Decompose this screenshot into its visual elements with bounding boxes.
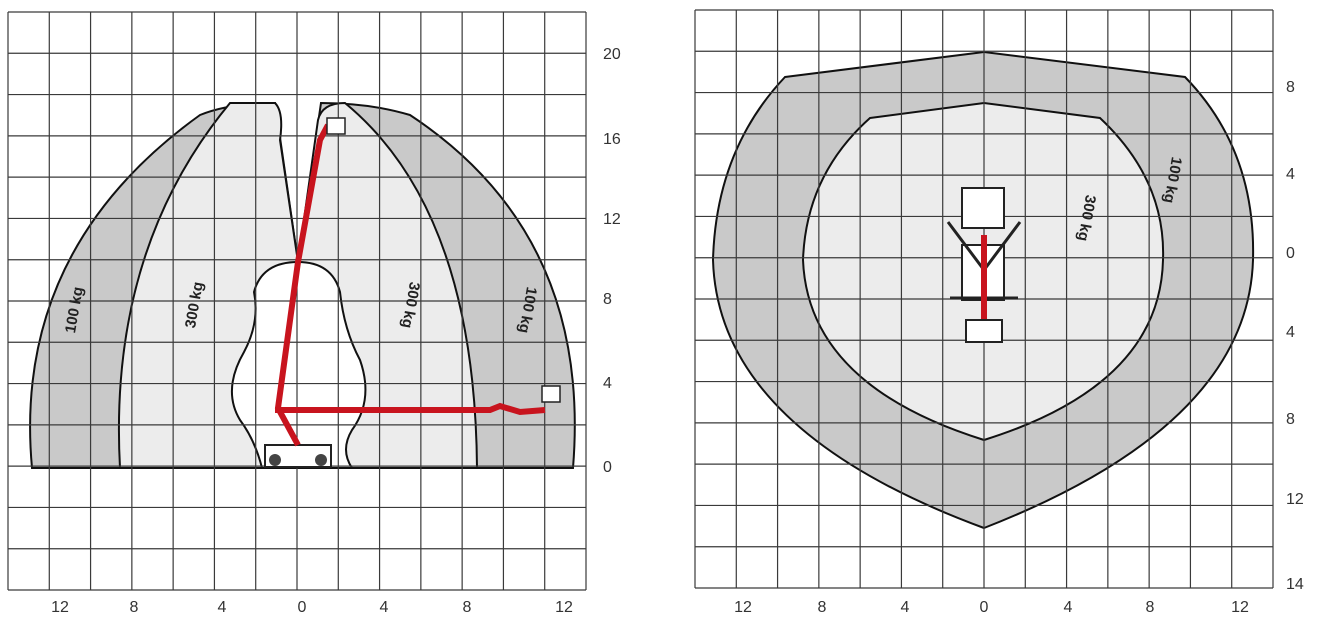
x-label: 4 <box>380 599 389 616</box>
x-label: 12 <box>734 599 752 616</box>
wheel <box>269 454 281 466</box>
machine-top <box>946 187 1022 343</box>
y-label: 4 <box>1286 166 1295 183</box>
y-label: 20 <box>603 46 621 63</box>
x-label: 12 <box>555 599 573 616</box>
y-label: 16 <box>603 131 621 148</box>
basket <box>326 117 346 135</box>
x-label: 0 <box>298 599 307 616</box>
boom-vertical <box>274 123 331 447</box>
y-label: 8 <box>1286 79 1295 96</box>
y-label: 4 <box>603 375 612 392</box>
y-label: 12 <box>1286 491 1304 508</box>
wheel <box>315 454 327 466</box>
machine-side <box>264 117 561 468</box>
x-label: 8 <box>130 599 139 616</box>
y-label: 14 <box>1286 576 1304 593</box>
x-label: 8 <box>818 599 827 616</box>
x-label: 12 <box>1231 599 1249 616</box>
x-label: 8 <box>1146 599 1155 616</box>
x-label: 4 <box>901 599 910 616</box>
x-label: 12 <box>51 599 69 616</box>
x-label: 4 <box>1064 599 1073 616</box>
basket <box>961 187 1005 229</box>
y-label: 8 <box>1286 411 1295 428</box>
y-label: 12 <box>603 211 621 228</box>
side-view <box>29 101 576 469</box>
base <box>965 319 1003 343</box>
y-label: 8 <box>603 291 612 308</box>
y-label: 0 <box>603 459 612 476</box>
y-label: 4 <box>1286 324 1295 341</box>
x-label: 4 <box>218 599 227 616</box>
boom-horizontal <box>275 402 546 416</box>
y-label: 0 <box>1286 245 1295 262</box>
x-label: 8 <box>463 599 472 616</box>
x-label: 0 <box>980 599 989 616</box>
basket <box>541 385 561 403</box>
